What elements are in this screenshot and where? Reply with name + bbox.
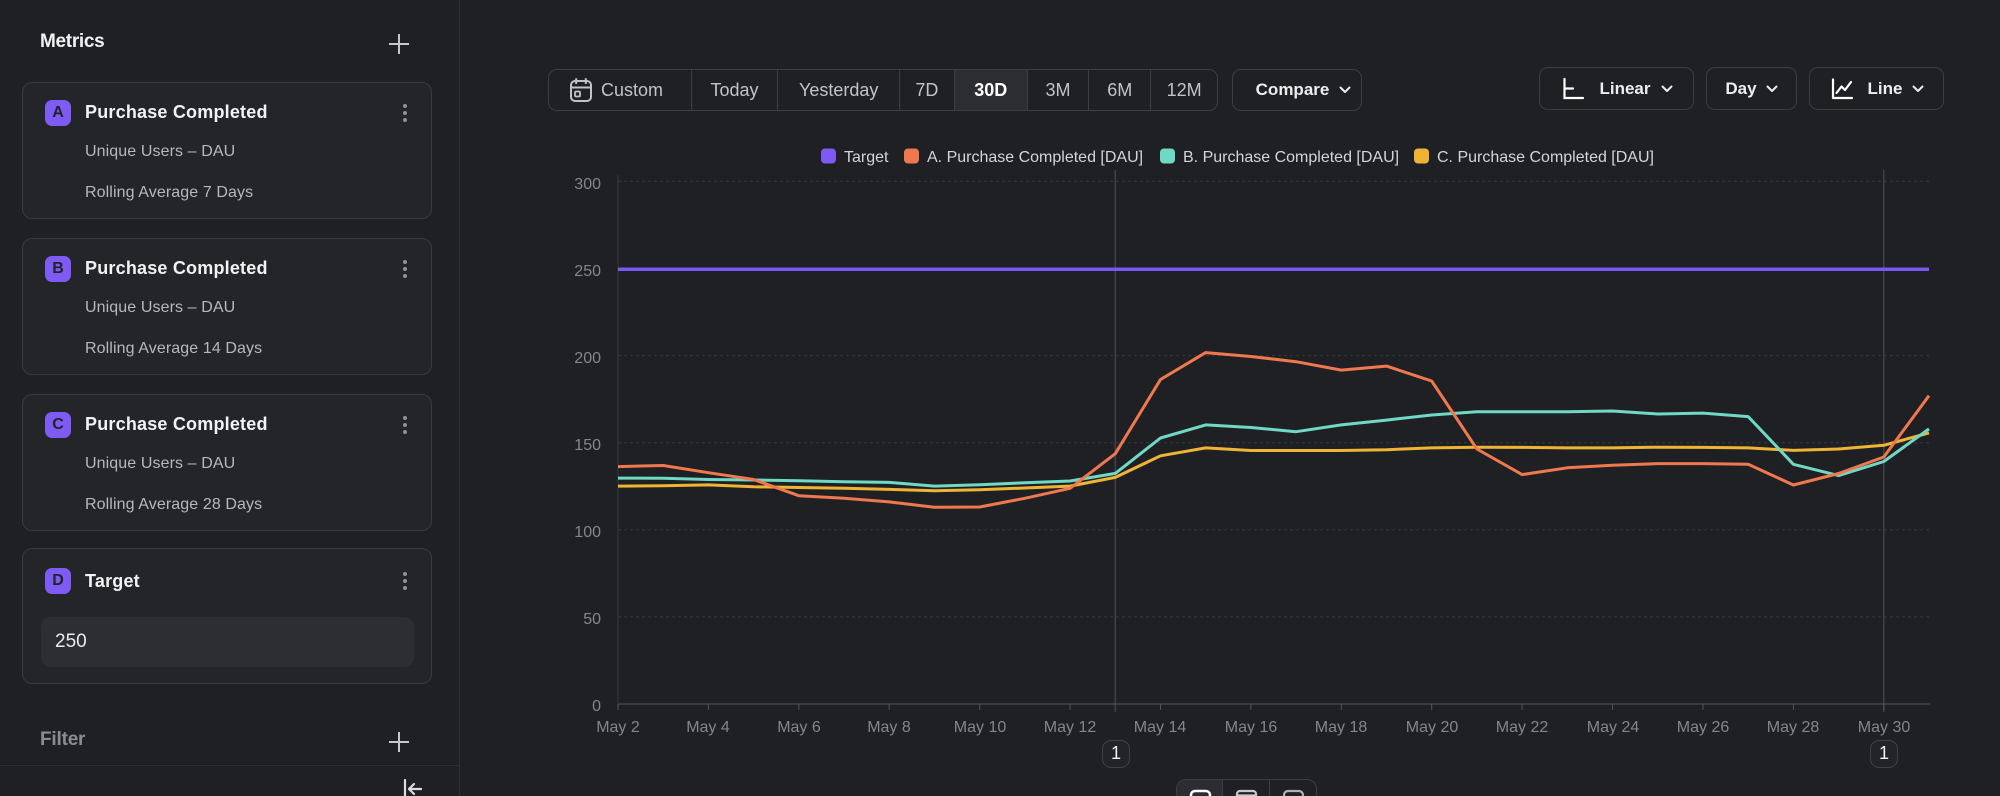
- svg-text:300: 300: [574, 176, 601, 193]
- svg-text:Target: Target: [844, 149, 889, 166]
- svg-text:May 26: May 26: [1677, 719, 1730, 736]
- svg-text:100: 100: [574, 524, 601, 541]
- svg-text:May 30: May 30: [1858, 719, 1911, 736]
- svg-text:200: 200: [574, 350, 601, 367]
- svg-text:May 22: May 22: [1496, 719, 1549, 736]
- svg-text:A. Purchase Completed [DAU]: A. Purchase Completed [DAU]: [927, 149, 1143, 166]
- svg-text:May 8: May 8: [867, 719, 911, 736]
- svg-text:May 2: May 2: [596, 719, 640, 736]
- svg-text:0: 0: [592, 698, 601, 715]
- svg-text:May 12: May 12: [1044, 719, 1097, 736]
- svg-text:C. Purchase Completed [DAU]: C. Purchase Completed [DAU]: [1437, 149, 1654, 166]
- svg-text:May 4: May 4: [686, 719, 730, 736]
- svg-text:B. Purchase Completed [DAU]: B. Purchase Completed [DAU]: [1183, 149, 1399, 166]
- svg-text:50: 50: [583, 611, 601, 628]
- svg-text:150: 150: [574, 437, 601, 454]
- svg-text:May 14: May 14: [1134, 719, 1187, 736]
- svg-text:May 16: May 16: [1225, 719, 1278, 736]
- svg-text:250: 250: [574, 263, 601, 280]
- svg-text:May 24: May 24: [1587, 719, 1640, 736]
- svg-text:May 28: May 28: [1767, 719, 1820, 736]
- svg-text:May 18: May 18: [1315, 719, 1368, 736]
- svg-text:May 20: May 20: [1406, 719, 1459, 736]
- svg-text:May 10: May 10: [954, 719, 1007, 736]
- svg-text:May 6: May 6: [777, 719, 821, 736]
